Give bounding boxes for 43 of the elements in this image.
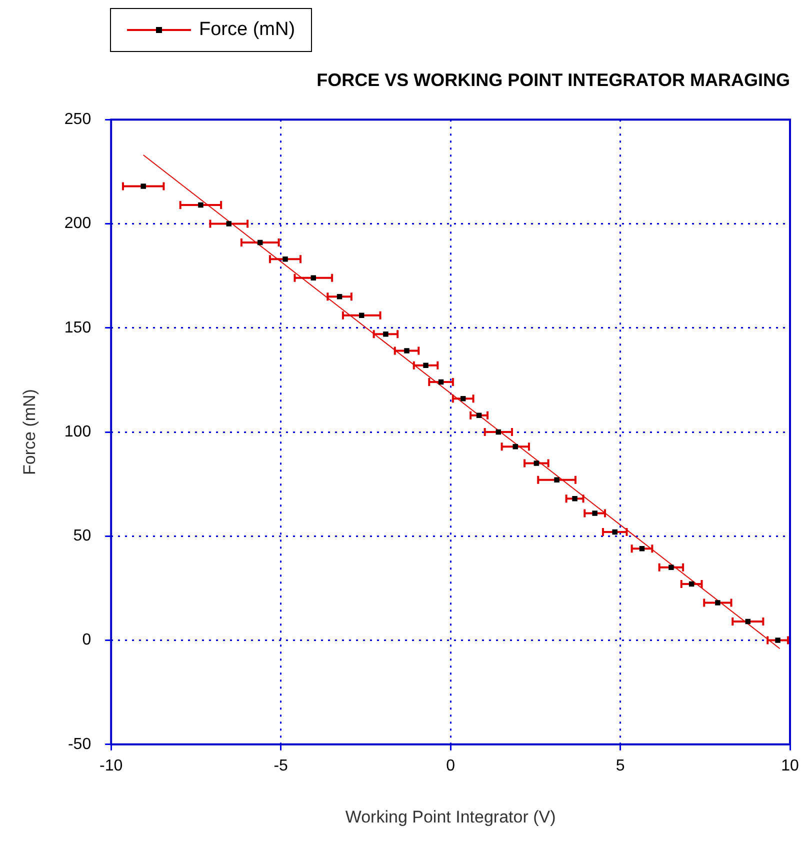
point bbox=[775, 638, 780, 643]
x-tick-label: 10 bbox=[781, 757, 799, 774]
point bbox=[496, 429, 502, 435]
point bbox=[476, 412, 482, 418]
y-tick-label: 200 bbox=[64, 215, 92, 232]
point bbox=[140, 184, 146, 189]
point bbox=[688, 581, 694, 587]
point bbox=[383, 331, 388, 337]
x-tick-label: -5 bbox=[274, 757, 288, 774]
point bbox=[534, 460, 540, 466]
point bbox=[257, 240, 263, 246]
y-tick-label: 50 bbox=[73, 528, 92, 545]
y-axis-title: Force (mN) bbox=[20, 389, 39, 475]
point bbox=[668, 564, 674, 570]
legend-label: Force (mN) bbox=[199, 19, 296, 41]
x-tick-label: 5 bbox=[616, 757, 625, 774]
point bbox=[226, 221, 232, 226]
x-tick-label: 0 bbox=[446, 757, 456, 774]
point bbox=[554, 477, 560, 483]
point bbox=[358, 312, 364, 318]
point bbox=[572, 496, 578, 502]
point bbox=[282, 256, 288, 262]
point bbox=[639, 546, 645, 552]
point bbox=[423, 362, 428, 368]
point bbox=[745, 618, 751, 624]
x-tick-label: -10 bbox=[100, 757, 123, 774]
point bbox=[612, 529, 618, 535]
point bbox=[336, 294, 342, 300]
point bbox=[310, 275, 316, 281]
y-tick-label: 100 bbox=[64, 423, 92, 440]
y-tick-label: 150 bbox=[64, 319, 92, 336]
y-tick-label: -50 bbox=[68, 736, 92, 753]
point bbox=[460, 396, 466, 402]
point bbox=[512, 444, 518, 450]
point bbox=[715, 600, 720, 606]
point bbox=[404, 348, 410, 354]
x-axis-title: Working Point Integrator (V) bbox=[345, 807, 556, 826]
y-tick-label: 0 bbox=[82, 632, 92, 649]
point bbox=[592, 510, 598, 516]
point bbox=[438, 379, 444, 385]
point bbox=[198, 202, 204, 208]
y-tick-label: 250 bbox=[64, 111, 92, 128]
chart-title: FORCE VS WORKING POINT INTEGRATOR MARAGING bbox=[316, 70, 790, 90]
